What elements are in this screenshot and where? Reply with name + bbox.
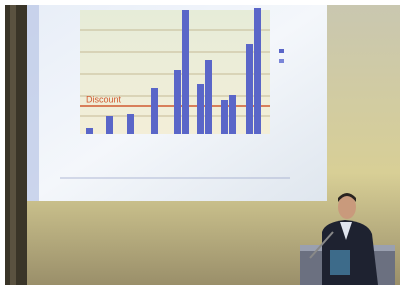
bar bbox=[254, 8, 261, 134]
bar bbox=[151, 88, 158, 134]
bar bbox=[127, 114, 134, 134]
legend-swatch bbox=[279, 49, 284, 53]
bar bbox=[246, 44, 253, 134]
bar bbox=[221, 100, 228, 134]
bar bbox=[182, 10, 189, 134]
photo: Discount bbox=[0, 0, 404, 290]
slide-label: Discount bbox=[86, 94, 122, 104]
bar bbox=[86, 128, 93, 134]
screen-edge bbox=[27, 5, 39, 201]
bar bbox=[106, 116, 113, 134]
bar bbox=[174, 70, 181, 134]
glass bbox=[330, 250, 350, 275]
page: {"slide": {"label": "Discount"}} bbox=[0, 0, 404, 290]
bar bbox=[197, 84, 204, 134]
legend-swatch bbox=[279, 59, 284, 63]
pillar-edge bbox=[10, 5, 16, 285]
bar bbox=[229, 95, 236, 134]
bar bbox=[205, 60, 212, 134]
